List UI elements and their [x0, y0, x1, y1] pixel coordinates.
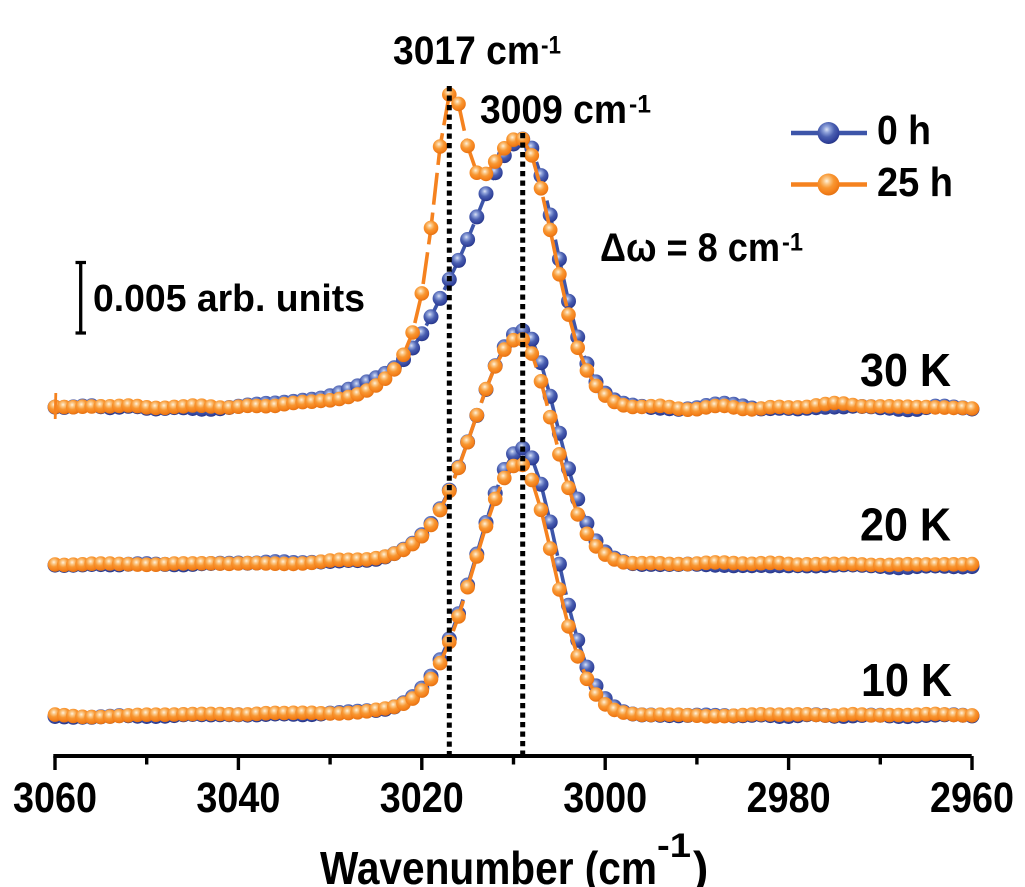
- svg-text:-1: -1: [541, 32, 561, 60]
- svg-text:30 K: 30 K: [860, 344, 951, 396]
- svg-text:): ): [693, 842, 708, 887]
- svg-text:3060: 3060: [13, 774, 97, 822]
- svg-text:3040: 3040: [196, 774, 280, 822]
- svg-text:3017 cm: 3017 cm: [393, 29, 540, 73]
- svg-text:3000: 3000: [563, 774, 647, 822]
- svg-text:-1: -1: [782, 229, 803, 257]
- svg-text:10 K: 10 K: [861, 654, 952, 706]
- svg-text:Δω = 8 cm: Δω = 8 cm: [600, 226, 780, 270]
- svg-text:0 h: 0 h: [877, 107, 931, 153]
- svg-text:3009 cm: 3009 cm: [480, 88, 627, 132]
- svg-text:-1: -1: [629, 91, 651, 119]
- svg-text:2980: 2980: [747, 774, 831, 822]
- svg-text:3020: 3020: [380, 774, 464, 822]
- svg-text:25 h: 25 h: [877, 159, 953, 205]
- svg-text:Wavenumber (cm: Wavenumber (cm: [320, 842, 657, 887]
- svg-text:20 K: 20 K: [860, 499, 951, 551]
- svg-text:0.005 arb. units: 0.005 arb. units: [93, 278, 365, 320]
- svg-text:-1: -1: [657, 827, 691, 865]
- svg-text:2960: 2960: [930, 774, 1014, 822]
